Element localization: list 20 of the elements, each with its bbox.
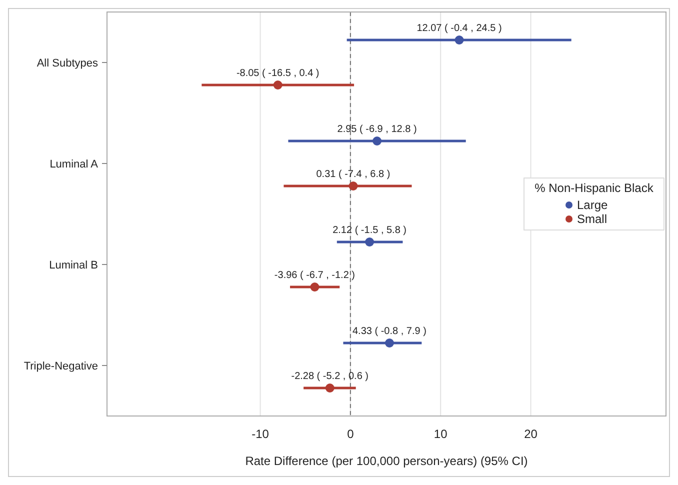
- data-label: 2.95 ( -6.9 , 12.8 ): [337, 124, 417, 135]
- x-tick-label: -10: [252, 427, 270, 441]
- x-tick-label: 20: [524, 427, 538, 441]
- data-label: -3.96 ( -6.7 , -1.2 ): [274, 270, 356, 281]
- x-tick-label: 0: [347, 427, 354, 441]
- y-tick-label: Luminal A: [50, 158, 99, 170]
- data-label: 12.07 ( -0.4 , 24.5 ): [416, 23, 502, 34]
- data-label: 0.31 ( -7.4 , 6.8 ): [316, 169, 390, 180]
- data-label: 4.33 ( -0.8 , 7.9 ): [352, 326, 426, 337]
- y-tick-label: Triple-Negative: [24, 360, 98, 372]
- data-label: 2.12 ( -1.5 , 5.8 ): [332, 225, 407, 236]
- legend-label: Small: [577, 212, 608, 226]
- x-axis-title: Rate Difference (per 100,000 person-years) (95% CI): [245, 454, 528, 468]
- data-label: -8.05 ( -16.5 , 0.4 ): [236, 68, 320, 79]
- y-tick-label: Luminal B: [49, 260, 98, 272]
- x-tick-label: 10: [434, 427, 448, 441]
- data-label: -2.28 ( -5.2 , 0.6 ): [291, 371, 369, 382]
- y-tick-label: All Subtypes: [36, 58, 98, 70]
- legend-label: Large: [577, 198, 608, 212]
- legend-title: % Non-Hispanic Black: [534, 181, 654, 195]
